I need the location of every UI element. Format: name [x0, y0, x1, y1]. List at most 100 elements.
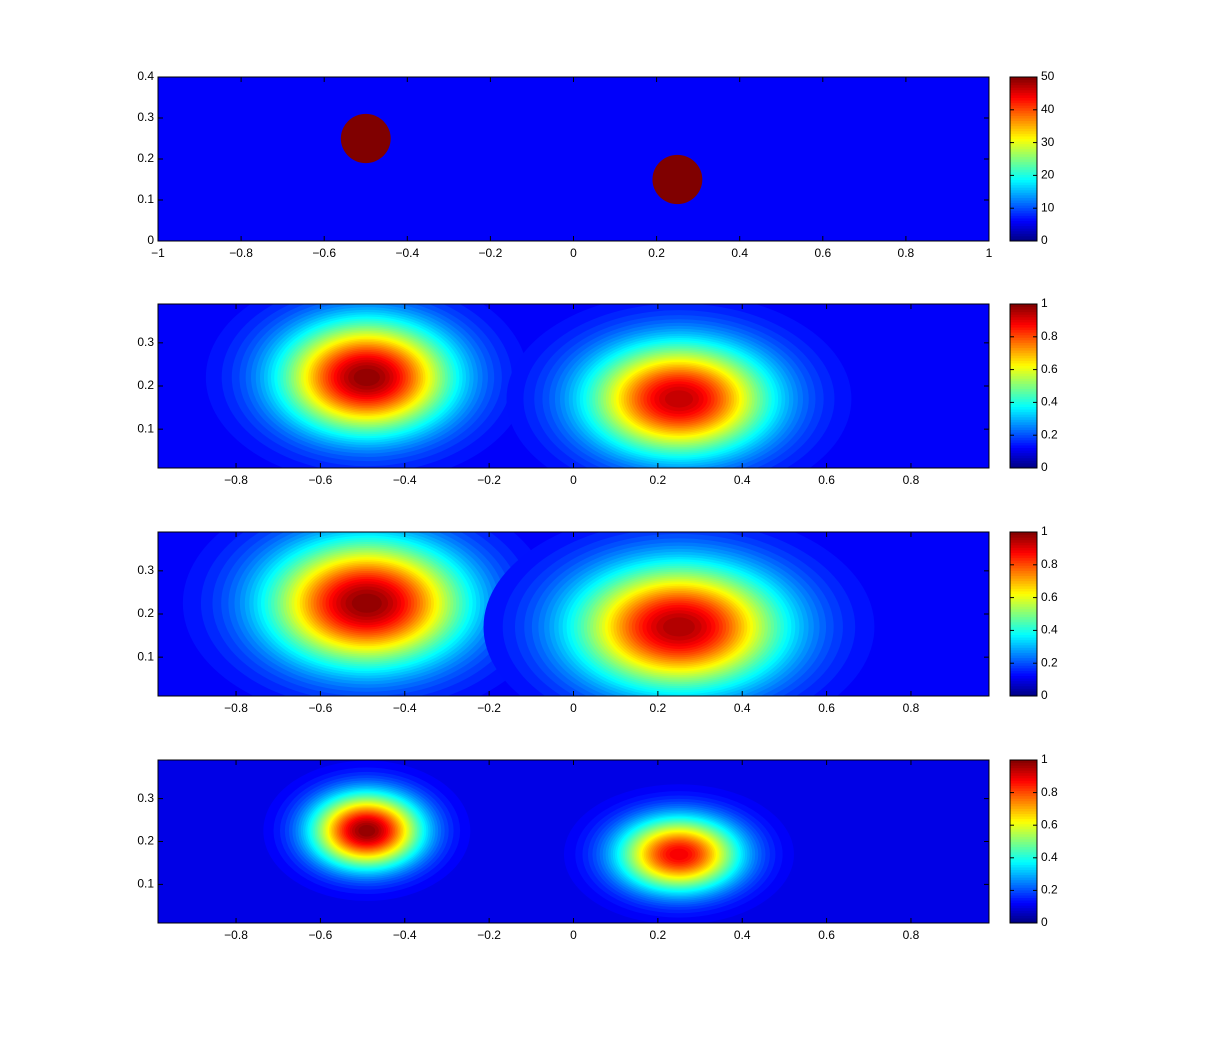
- colorbar-tick-label: 0.2: [1041, 883, 1058, 897]
- colorbar-cell: [1010, 889, 1037, 893]
- colorbar-cell: [1010, 332, 1037, 336]
- x-tick-label: −0.6: [309, 928, 333, 942]
- colorbar-cell: [1010, 803, 1037, 807]
- colorbar-cell: [1010, 912, 1037, 916]
- colorbar-cell: [1010, 685, 1037, 689]
- colorbar-cell: [1010, 884, 1037, 888]
- colorbar-cell: [1010, 826, 1037, 830]
- colorbar-cell: [1010, 902, 1037, 906]
- colorbar-cell: [1010, 670, 1037, 674]
- colorbar-cell: [1010, 869, 1037, 873]
- colorbar-cell: [1010, 107, 1037, 111]
- colorbar-cell: [1010, 421, 1037, 425]
- colorbar-cell: [1010, 555, 1037, 559]
- colorbar-cell: [1010, 866, 1037, 871]
- colorbar-cell: [1010, 378, 1037, 382]
- colorbar-cell: [1010, 444, 1037, 448]
- spot-disc: [340, 113, 391, 164]
- colorbar-cell: [1010, 434, 1037, 438]
- colorbar-tick-label: 1: [1041, 524, 1048, 538]
- colorbar-cell: [1010, 767, 1037, 771]
- colorbar-tick-label: 0.4: [1041, 395, 1058, 409]
- colorbar-cell: [1010, 465, 1037, 469]
- colorbar-tick-label: 1: [1041, 296, 1048, 310]
- colorbar-cell: [1010, 324, 1037, 328]
- colorbar-cell: [1010, 205, 1037, 209]
- colorbar-cell: [1010, 780, 1037, 784]
- colorbar-cell: [1010, 544, 1037, 548]
- colorbar-cell: [1010, 606, 1037, 610]
- colorbar-cell: [1010, 212, 1037, 216]
- colorbar-cell: [1010, 228, 1037, 232]
- colorbar-cell: [1010, 174, 1037, 178]
- y-tick-label: 0.2: [137, 834, 154, 848]
- x-tick-label: 0.6: [814, 246, 831, 260]
- colorbar-cell: [1010, 836, 1037, 840]
- colorbar-cell: [1010, 329, 1037, 333]
- colorbar-cell: [1010, 777, 1037, 781]
- x-tick-label: −0.2: [477, 473, 501, 487]
- spot-level: [353, 368, 380, 387]
- colorbar-cell: [1010, 84, 1037, 88]
- colorbar-cell: [1010, 864, 1037, 868]
- y-tick-label: 0.1: [137, 649, 154, 663]
- colorbar-cell: [1010, 808, 1037, 812]
- colorbar-cell: [1010, 360, 1037, 364]
- x-tick-label: −0.2: [479, 246, 503, 260]
- colorbar-cell: [1010, 447, 1037, 451]
- x-tick-label: 0.8: [903, 928, 920, 942]
- colorbar-cell: [1010, 357, 1037, 361]
- colorbar-cell: [1010, 352, 1037, 356]
- x-tick-label: 0.6: [818, 928, 835, 942]
- colorbar-tick-label: 0: [1041, 688, 1048, 702]
- colorbar-cell: [1010, 557, 1037, 561]
- x-tick-label: 0.6: [818, 473, 835, 487]
- colorbar-cell: [1010, 184, 1037, 188]
- colorbar-cell: [1010, 601, 1037, 605]
- x-tick-label: 0.6: [818, 701, 835, 715]
- colorbar-cell: [1010, 159, 1037, 163]
- colorbar-cell: [1010, 874, 1037, 878]
- colorbar-cell: [1010, 649, 1037, 653]
- colorbar-frame: [1009, 76, 1038, 242]
- colorbar-cell: [1010, 565, 1037, 569]
- colorbar-cell: [1010, 460, 1037, 464]
- colorbar-cell: [1010, 406, 1037, 410]
- x-tick-label: 0.8: [898, 246, 915, 260]
- colorbar-cell: [1010, 442, 1037, 446]
- x-tick-label: −0.4: [393, 928, 417, 942]
- colorbar-cell: [1010, 644, 1037, 648]
- colorbar-cell: [1010, 616, 1037, 620]
- colorbar-cell: [1010, 675, 1037, 679]
- colorbar-cell: [1010, 642, 1037, 646]
- colorbar-cell: [1010, 583, 1037, 587]
- colorbar-cell: [1010, 920, 1037, 924]
- colorbar-cell: [1010, 672, 1037, 676]
- heat-spot: [205, 304, 528, 468]
- heatmap-panel: −0.8 −0.6 −0.4 −0.2 0 0.2 0.4 0.6 0.8 0.1 0.2 0.3: [137, 531, 990, 715]
- x-tick-label: −0.6: [312, 246, 336, 260]
- colorbar-cell: [1010, 130, 1037, 134]
- colorbar-cell: [1010, 537, 1037, 541]
- colorbar-cell: [1010, 217, 1037, 221]
- colorbar-cell: [1010, 365, 1037, 369]
- colorbar-cell: [1010, 128, 1037, 132]
- colorbar-cell: [1010, 849, 1037, 853]
- x-tick-label: 0.4: [734, 701, 751, 715]
- colorbar-cell: [1010, 657, 1037, 661]
- colorbar-cell: [1010, 123, 1037, 127]
- x-tick-label: −0.4: [395, 246, 419, 260]
- colorbar-cell: [1010, 79, 1037, 83]
- colorbar-cell: [1010, 877, 1037, 881]
- colorbar-cell: [1010, 455, 1037, 459]
- colorbar-cell: [1010, 765, 1037, 769]
- colorbar-cell: [1010, 900, 1037, 904]
- y-tick-label: 0.3: [137, 563, 154, 577]
- colorbar-cell: [1010, 567, 1037, 571]
- colorbar-cell: [1010, 319, 1037, 323]
- colorbar-cell: [1010, 164, 1037, 168]
- spot-level: [664, 390, 694, 408]
- colorbar-cell: [1010, 542, 1037, 546]
- colorbar-cell: [1010, 760, 1037, 764]
